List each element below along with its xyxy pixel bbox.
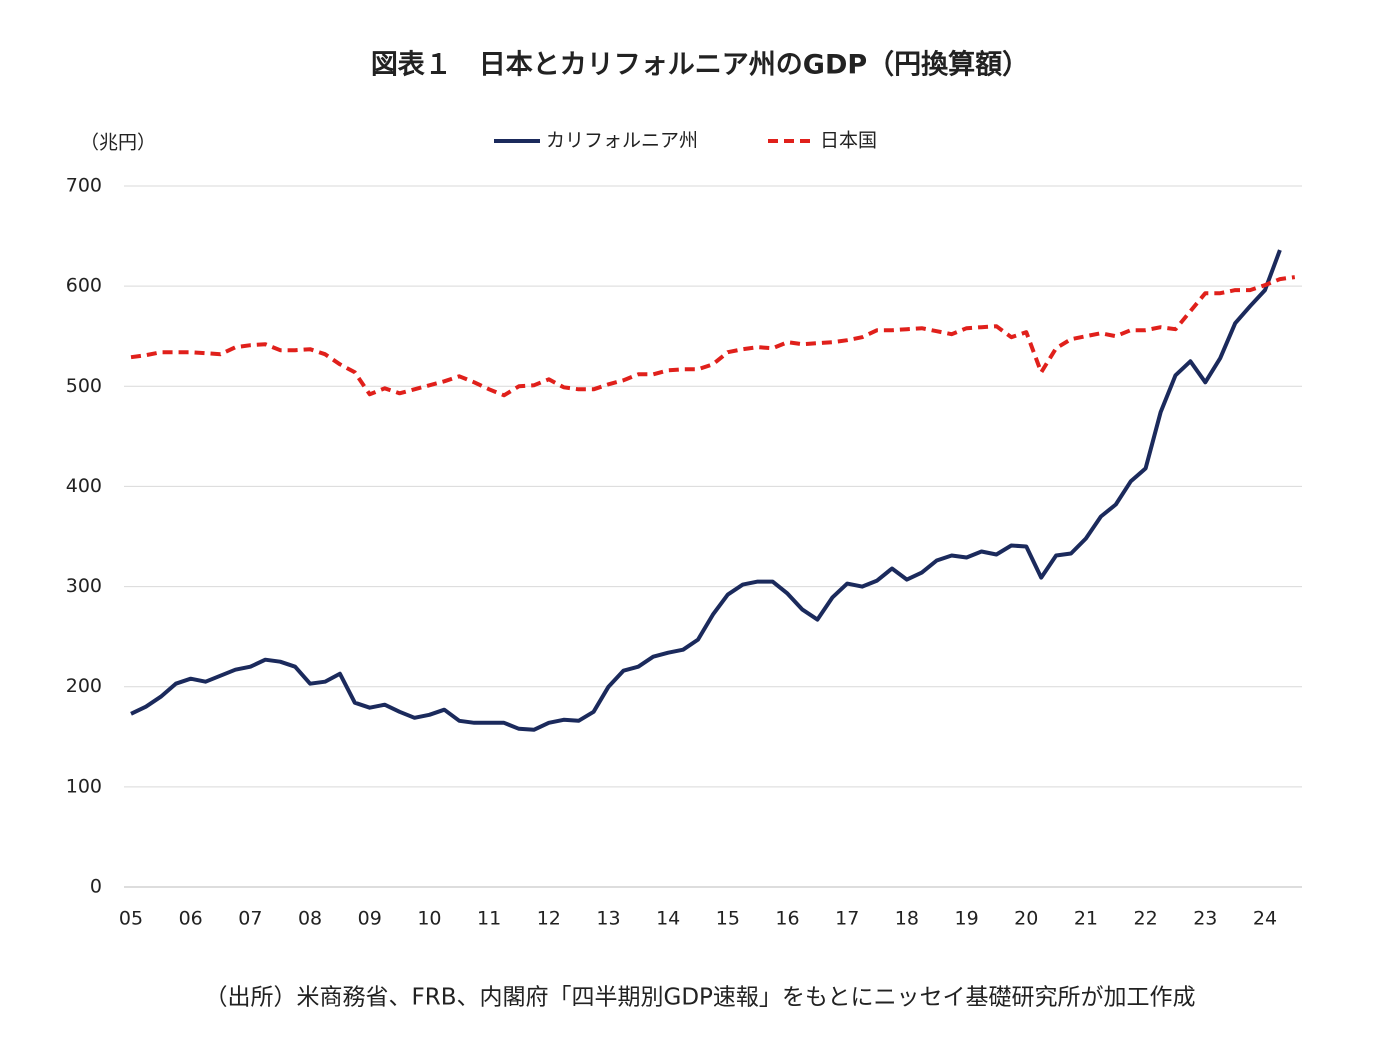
x-tick-label: 06 [179,908,203,930]
y-tick-label: 700 [66,175,102,197]
y-tick-label: 400 [66,475,102,497]
series-line [130,275,1296,398]
x-tick-label: 13 [596,908,620,930]
legend-label: カリフォルニア州 [546,130,698,152]
x-tick-label: 05 [119,908,143,930]
x-tick-label: 08 [298,908,322,930]
y-axis-unit: （兆円） [80,132,156,154]
legend-label: 日本国 [820,130,877,152]
x-tick-label: 11 [477,908,501,930]
y-tick-label: 200 [66,675,102,697]
x-tick-label: 19 [954,908,978,930]
x-tick-label: 10 [417,908,441,930]
x-tick-label: 20 [1014,908,1038,930]
x-tick-label: 21 [1074,908,1098,930]
chart-title: 図表１ 日本とカリフォルニア州のGDP（円換算額） [371,49,1029,81]
series-line [130,249,1282,732]
y-tick-label: 100 [66,775,102,797]
x-tick-label: 16 [775,908,799,930]
x-tick-label: 12 [537,908,561,930]
y-tick-label: 500 [66,375,102,397]
x-tick-label: 17 [835,908,859,930]
x-tick-label: 23 [1193,908,1217,930]
source-note: （出所）米商務省、FRB、内閣府「四半期別GDP速報」をもとにニッセイ基礎研究所… [205,985,1196,1011]
y-tick-label: 0 [90,876,102,898]
x-tick-label: 24 [1253,908,1277,930]
x-tick-label: 15 [716,908,740,930]
x-tick-label: 18 [895,908,919,930]
x-tick-label: 14 [656,908,680,930]
x-tick-label: 22 [1134,908,1158,930]
y-tick-label: 300 [66,575,102,597]
x-tick-label: 09 [358,908,382,930]
y-tick-label: 600 [66,275,102,297]
x-tick-label: 07 [238,908,262,930]
